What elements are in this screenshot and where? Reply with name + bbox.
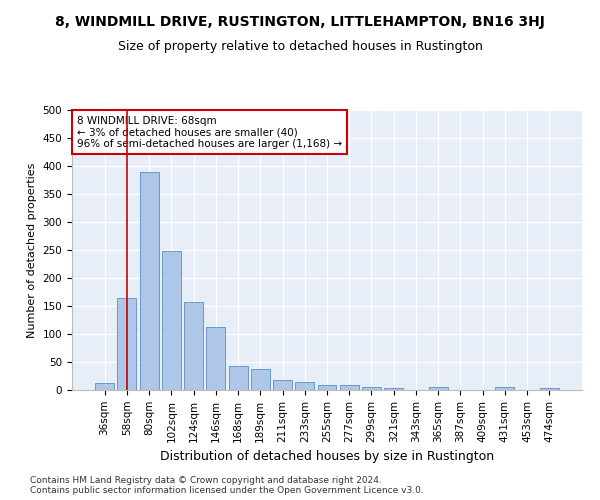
Bar — [229, 366, 248, 390]
Bar — [273, 380, 292, 390]
Bar — [540, 388, 559, 390]
Bar — [95, 384, 114, 390]
Text: Size of property relative to detached houses in Rustington: Size of property relative to detached ho… — [118, 40, 482, 53]
Text: 8 WINDMILL DRIVE: 68sqm
← 3% of detached houses are smaller (40)
96% of semi-det: 8 WINDMILL DRIVE: 68sqm ← 3% of detached… — [77, 116, 342, 149]
Bar — [429, 387, 448, 390]
Bar — [496, 387, 514, 390]
Bar — [184, 302, 203, 390]
X-axis label: Distribution of detached houses by size in Rustington: Distribution of detached houses by size … — [160, 450, 494, 463]
Bar — [295, 382, 314, 390]
Y-axis label: Number of detached properties: Number of detached properties — [27, 162, 37, 338]
Bar — [362, 386, 381, 390]
Bar — [317, 385, 337, 390]
Bar — [340, 385, 359, 390]
Bar — [140, 172, 158, 390]
Text: Contains HM Land Registry data © Crown copyright and database right 2024.
Contai: Contains HM Land Registry data © Crown c… — [30, 476, 424, 495]
Bar — [162, 251, 181, 390]
Bar — [384, 388, 403, 390]
Text: 8, WINDMILL DRIVE, RUSTINGTON, LITTLEHAMPTON, BN16 3HJ: 8, WINDMILL DRIVE, RUSTINGTON, LITTLEHAM… — [55, 15, 545, 29]
Bar — [251, 368, 270, 390]
Bar — [206, 326, 225, 390]
Bar — [118, 298, 136, 390]
